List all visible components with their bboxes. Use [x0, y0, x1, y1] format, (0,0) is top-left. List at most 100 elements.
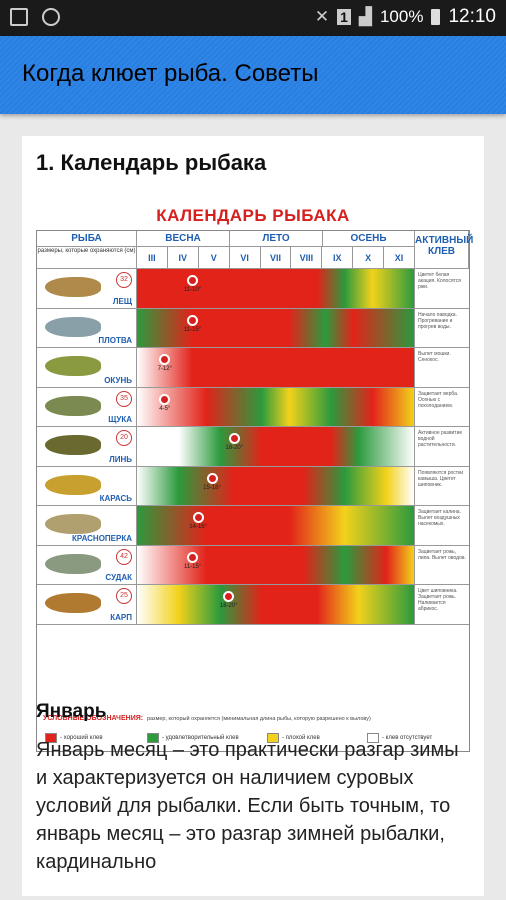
month-header: VIII — [291, 247, 323, 269]
fish-icon — [45, 356, 101, 376]
fish-icon — [45, 553, 101, 574]
bite-activity-band: 7-12° — [137, 348, 415, 387]
sync-icon — [42, 8, 60, 26]
water-temp-label: 15-18° — [203, 484, 221, 491]
fish-row: ОКУНЬ 7-12° Вылет мошки. Сенокос. — [37, 348, 469, 388]
fish-row: 32 ЛЕЩ 11-10° Цветет белая акация. Колосятс… — [37, 269, 469, 309]
fish-cell: ОКУНЬ — [37, 348, 137, 387]
month-header: V — [198, 247, 230, 269]
fish-cell: 25 КАРП — [37, 585, 137, 624]
calendar-legend: УСЛОВНЫЕ ОБОЗНАЧЕНИЯ: размер, который ох… — [37, 711, 469, 751]
fishing-calendar-image: КАЛЕНДАРЬ РЫБАКА РЫБА ВЕСНА ЛЕТО ОСЕНЬ А… — [36, 206, 473, 752]
water-temp-marker: 18-20° — [222, 433, 246, 451]
fish-cell: КРАСНОПЕРКА — [37, 506, 137, 545]
gallery-icon — [10, 8, 28, 26]
vibrate-icon: ✕ — [314, 7, 330, 26]
fish-row: ПЛОТВА 11-15° Начало паводка. Прогревание … — [37, 308, 469, 348]
bite-activity-band: 11-15° — [137, 308, 415, 347]
bite-activity-band: 14-16° — [137, 506, 415, 545]
fish-cell: КАРАСЬ — [37, 466, 137, 505]
month-header: III — [137, 247, 168, 269]
legend-label: - плохой клев — [282, 735, 320, 741]
month-header: IX — [322, 247, 354, 269]
article-heading: 1. Календарь рыбака — [36, 150, 267, 175]
fish-row: 35 ЩУКА 4-5° Зацветает верба. Осенью с похо… — [37, 387, 469, 427]
app-title: Когда клюет рыба. Советы — [22, 60, 319, 87]
water-temp-label: 18-20° — [225, 445, 244, 451]
water-temp-label: 18-20° — [219, 603, 238, 609]
fish-cell: 20 ЛИНЬ — [37, 427, 137, 466]
month-header: X — [353, 247, 385, 269]
legend-item: - плохой клев — [267, 733, 320, 743]
protected-size-badge: 32 — [116, 272, 132, 288]
water-temp-marker: 7-12° — [153, 354, 177, 372]
fish-row: 42 СУДАК 11-15° Зацветает рожь, липа. Вылет… — [37, 545, 469, 585]
fish-row: 25 КАРП 18-20° Цвет шиповника. Зацветает ро… — [37, 585, 469, 625]
fish-name: ЛЕЩ — [112, 296, 132, 306]
app-bar: Когда клюет рыба. Советы — [0, 36, 506, 114]
water-temp-marker: 15-18° — [200, 472, 224, 491]
fish-icon — [45, 435, 101, 455]
clock: 12:10 — [448, 6, 496, 27]
col-fish-header: РЫБА — [37, 231, 137, 247]
active-bite-note: Появляются ростки камыша. Цветет шиповни… — [418, 469, 464, 488]
water-temp-marker: 11-10° — [181, 275, 205, 293]
fish-icon — [45, 277, 101, 297]
water-temp-label: 11-15° — [183, 326, 202, 333]
legend-item: - удовлетворительный клев — [147, 733, 239, 743]
signal-icon: ▟ — [358, 7, 372, 26]
month-header: XI — [384, 247, 415, 269]
bite-activity-band: 15-18° — [137, 466, 415, 505]
legend-swatch — [147, 733, 159, 743]
water-temp-marker: 11-15° — [181, 551, 205, 570]
fish-row: КРАСНОПЕРКА 14-16° Зацветает калина. Вылет… — [37, 506, 469, 546]
fish-name: ПЛОТВА — [98, 336, 132, 345]
legend-swatch — [267, 733, 279, 743]
status-bar: ✕ 1 ▟ 100% 12:10 — [0, 0, 506, 36]
water-temp-label: 7-12° — [157, 366, 172, 372]
fish-name: ЩУКА — [108, 415, 132, 424]
water-temp-marker: 18-20° — [217, 591, 241, 609]
active-bite-note: Цвет шиповника. Зацветает рожь. Наливает… — [418, 588, 458, 612]
bite-activity-band: 4-5° — [137, 387, 415, 426]
month-header: IV — [167, 247, 199, 269]
season-summer: ЛЕТО — [230, 231, 323, 247]
protected-size-badge: 20 — [116, 430, 132, 446]
protected-size-badge: 25 — [116, 588, 132, 604]
fish-name: КРАСНОПЕРКА — [72, 533, 132, 543]
legend-label: - клев отсутствует — [382, 735, 433, 741]
active-bite-note: Зацветает верба. Осенью с похолоданием. — [418, 390, 459, 409]
fish-icon — [45, 514, 101, 534]
fish-name: СУДАК — [105, 573, 132, 582]
water-temp-label: 11-10° — [183, 287, 202, 293]
fish-icon — [45, 316, 101, 337]
fish-name: КАРП — [110, 612, 132, 622]
month-header: VI — [229, 247, 261, 269]
fish-icon — [45, 395, 101, 416]
january-paragraph: Январь месяц – это практически разгар зи… — [36, 739, 459, 873]
fish-cell: 35 ЩУКА — [37, 387, 137, 426]
protected-size-badge: 42 — [116, 548, 132, 565]
bite-activity-band: 11-10° — [137, 269, 415, 308]
legend-swatch — [367, 733, 379, 743]
water-temp-marker: 4-5° — [153, 393, 177, 412]
active-bite-note: Вылет мошки. Сенокос. — [418, 351, 451, 363]
fish-icon — [45, 593, 101, 613]
legend-label: - удовлетворительный клев — [162, 735, 239, 741]
fish-row: 20 ЛИНЬ 18-20° Активное развитие водной рас… — [37, 427, 469, 467]
active-bite-note: Цветет белая акация. Колосятся ржи. — [418, 272, 461, 290]
fish-cell: ПЛОТВА — [37, 308, 137, 347]
water-temp-marker: 14-16° — [186, 512, 210, 530]
bite-activity-band: 11-15° — [137, 545, 415, 584]
active-bite-note: Начало паводка. Прогревание и прогрев во… — [418, 311, 457, 330]
sim-icon: 1 — [337, 9, 351, 25]
article-card: 1. Календарь рыбака КАЛЕНДАРЬ РЫБАКА РЫБ… — [22, 136, 484, 896]
col-active-header: АКТИВНЫЙ КЛЕВ — [415, 231, 473, 269]
battery-icon — [431, 9, 441, 25]
bite-activity-band: 18-20° — [137, 427, 415, 466]
fish-name: КАРАСЬ — [99, 494, 132, 503]
month-header: VII — [260, 247, 292, 269]
legend-size-note: размер, который охраняется (минимальная … — [147, 716, 371, 722]
active-bite-note: Зацветает рожь, липа. Вылет оводов. — [418, 548, 466, 561]
section-january-heading: Январь — [36, 701, 107, 722]
